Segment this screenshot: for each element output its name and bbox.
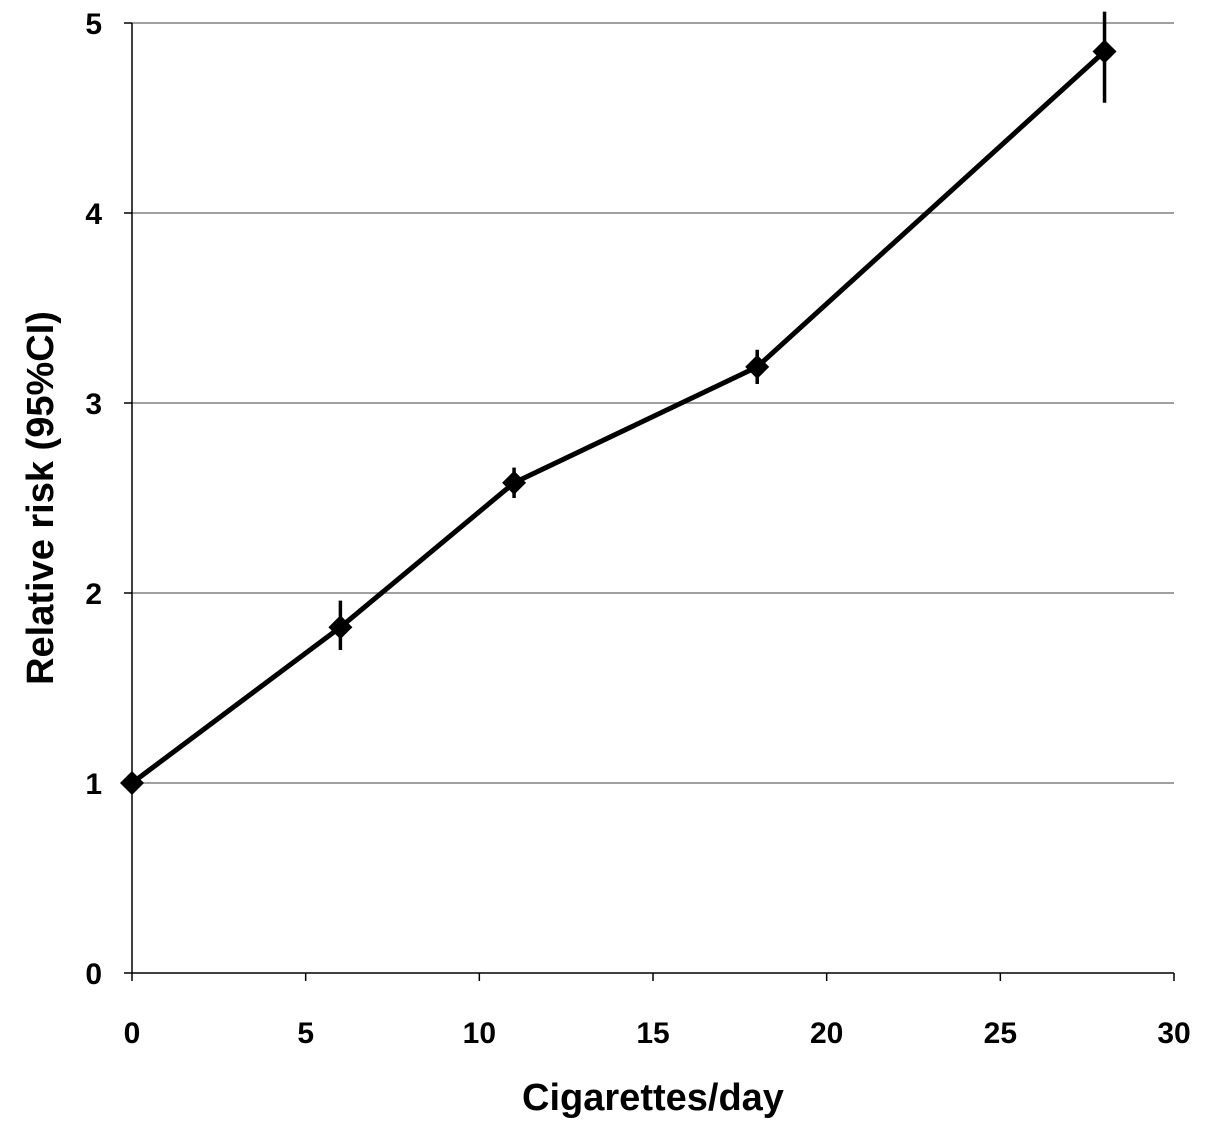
data-point-marker (328, 615, 353, 640)
axes (131, 23, 1174, 974)
x-tick-label: 30 (1157, 1017, 1190, 1050)
x-tick-label: 20 (810, 1017, 843, 1050)
x-tick-label: 5 (297, 1017, 314, 1050)
y-tick-label: 4 (85, 198, 102, 231)
x-ticks: 0 5 10 15 20 25 30 (124, 973, 1191, 1050)
y-ticks: 0 1 2 3 4 5 (85, 8, 132, 991)
y-tick-label: 5 (85, 8, 102, 41)
series-line (130, 49, 1107, 786)
y-axis-title: Relative risk (95%CI) (20, 311, 62, 685)
x-tick-label: 0 (124, 1017, 141, 1050)
y-tick-label: 0 (85, 958, 102, 991)
series (120, 11, 1117, 795)
x-axis-title: Cigarettes/day (522, 1077, 784, 1119)
y-tick-label: 2 (85, 578, 102, 611)
gridlines (132, 22, 1174, 784)
y-tick-label: 1 (85, 768, 102, 801)
x-tick-label: 10 (463, 1017, 496, 1050)
data-point-marker (1092, 39, 1117, 64)
y-tick-label: 3 (85, 388, 102, 421)
data-point-marker (502, 470, 527, 495)
data-point-marker (745, 354, 770, 379)
x-tick-label: 15 (636, 1017, 669, 1050)
x-tick-label: 25 (984, 1017, 1017, 1050)
data-point-marker (120, 771, 144, 795)
